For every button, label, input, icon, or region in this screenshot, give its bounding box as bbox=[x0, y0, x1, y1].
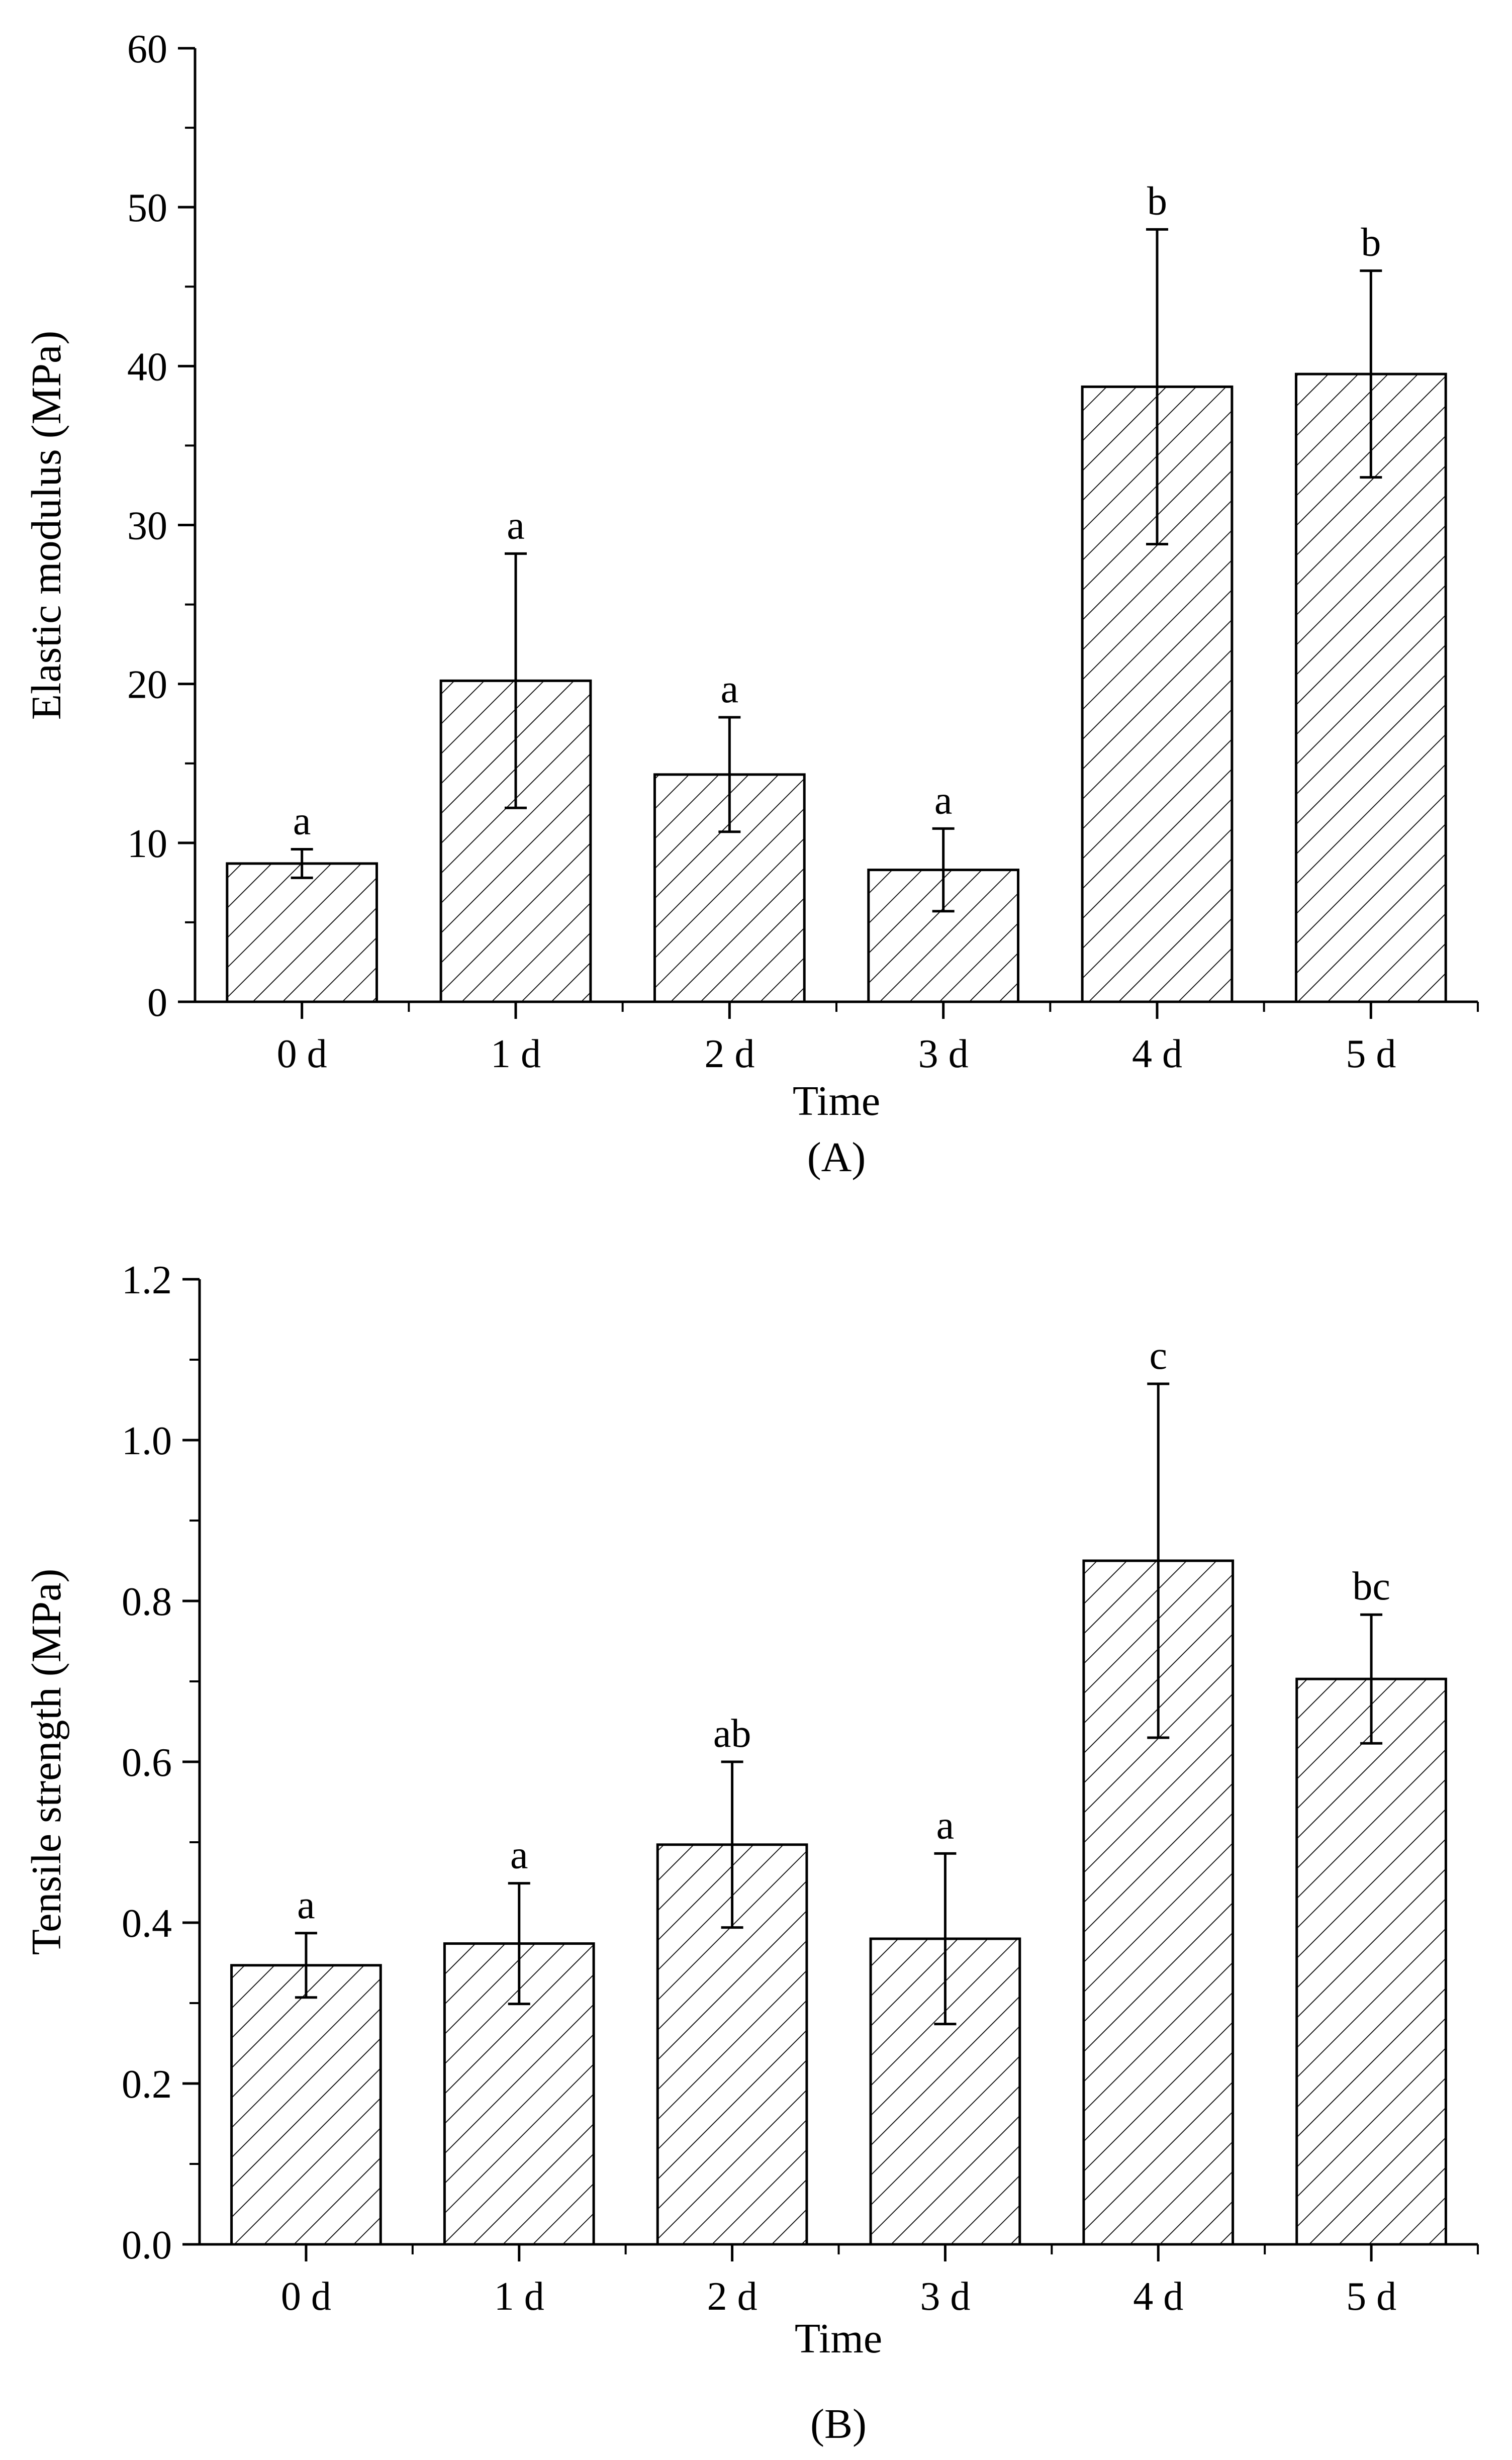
y-tick-label: 0.0 bbox=[122, 2223, 172, 2267]
x-tick-label: 2 d bbox=[707, 2275, 758, 2319]
significance-label: a bbox=[510, 1833, 528, 1877]
y-axis-title: Elastic modulus (MPa) bbox=[23, 331, 70, 720]
chart-panel-a: a a a a b b 0 d 1 d 2 d 3 d 4 d 5 d 0 10 20 30 40 50 60 E… bbox=[23, 27, 1479, 1181]
significance-label: a bbox=[721, 667, 739, 711]
x-axis-title: Time bbox=[795, 2315, 882, 2362]
ticks-group: 0 d 1 d 2 d 3 d 4 d 5 d 0.0 0.2 0.4 0.6 0.8 1.0 1.2 bbox=[122, 1258, 1479, 2319]
y-axis-title: Tensile strength (MPa) bbox=[23, 1569, 70, 1955]
y-tick-label: 0 bbox=[147, 981, 167, 1025]
y-tick-label: 10 bbox=[127, 822, 167, 866]
x-tick-label: 0 d bbox=[281, 2275, 331, 2319]
bars-group: a a ab a c bc bbox=[230, 1334, 1447, 2246]
x-tick-label: 5 d bbox=[1346, 2275, 1396, 2319]
bar-0d bbox=[230, 1964, 382, 2246]
y-tick-label: 20 bbox=[127, 663, 167, 707]
y-tick-label: 1.2 bbox=[122, 1258, 172, 1302]
y-tick-label: 0.8 bbox=[122, 1580, 172, 1624]
y-tick-label: 40 bbox=[127, 345, 167, 389]
significance-label: a bbox=[934, 778, 953, 822]
bar-5d bbox=[1294, 372, 1447, 1003]
x-tick-label: 3 d bbox=[918, 1032, 969, 1076]
y-tick-label: 60 bbox=[127, 27, 167, 71]
significance-label: a bbox=[293, 799, 311, 843]
significance-label: a bbox=[936, 1803, 955, 1847]
bar-5d bbox=[1295, 1677, 1447, 2246]
panel-label: (A) bbox=[807, 1134, 866, 1181]
significance-label: ab bbox=[713, 1712, 751, 1756]
bars-group: a a a a b b bbox=[226, 179, 1447, 1003]
y-tick-label: 50 bbox=[127, 186, 167, 230]
significance-label: b bbox=[1361, 221, 1381, 265]
significance-label: c bbox=[1149, 1334, 1167, 1378]
x-tick-label: 3 d bbox=[920, 2275, 970, 2319]
x-tick-label: 4 d bbox=[1132, 1032, 1182, 1076]
significance-label: a bbox=[507, 503, 525, 547]
x-tick-label: 5 d bbox=[1346, 1032, 1396, 1076]
y-tick-label: 1.0 bbox=[122, 1419, 172, 1463]
x-tick-label: 1 d bbox=[491, 1032, 541, 1076]
x-tick-label: 0 d bbox=[277, 1032, 327, 1076]
panel-label: (B) bbox=[810, 2401, 867, 2447]
x-tick-label: 4 d bbox=[1133, 2275, 1183, 2319]
x-tick-label: 1 d bbox=[494, 2275, 544, 2319]
significance-label: bc bbox=[1352, 1564, 1390, 1609]
bar-0d bbox=[226, 862, 379, 1003]
significance-label: a bbox=[297, 1883, 315, 1927]
x-tick-label: 2 d bbox=[704, 1032, 754, 1076]
y-tick-label: 0.4 bbox=[122, 1902, 172, 1946]
x-axis-title: Time bbox=[793, 1078, 880, 1124]
ticks-group: 0 d 1 d 2 d 3 d 4 d 5 d 0 10 20 30 40 50 60 bbox=[127, 27, 1479, 1076]
y-tick-label: 0.2 bbox=[122, 2062, 172, 2107]
y-tick-label: 30 bbox=[127, 504, 167, 548]
y-tick-label: 0.6 bbox=[122, 1741, 172, 1785]
significance-label: b bbox=[1147, 179, 1167, 223]
